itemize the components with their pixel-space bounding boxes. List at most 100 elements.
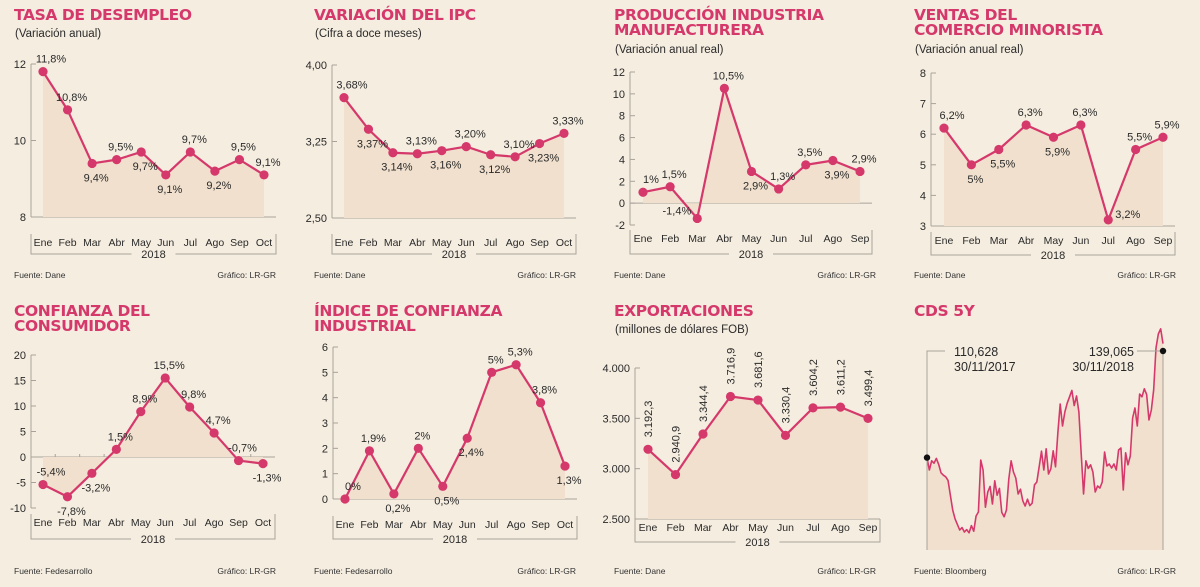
- x-tick-label: Ene: [634, 233, 653, 245]
- y-tick-label: 0: [20, 452, 26, 464]
- data-label: 9,4%: [84, 172, 109, 184]
- data-point: [534, 138, 545, 149]
- y-tick-label: 4: [322, 393, 328, 405]
- x-tick-label: Ene: [34, 237, 53, 249]
- x-tick-label: Feb: [59, 237, 77, 249]
- y-tick-label: 2: [619, 176, 625, 188]
- data-point: [560, 461, 570, 471]
- data-label: 9,8%: [181, 389, 206, 401]
- data-point: [209, 428, 219, 438]
- graphic-credit: Gráfico: LR-GR: [517, 566, 576, 576]
- x-tick-label: Ago: [205, 517, 224, 529]
- x-tick-label: Abr: [722, 522, 739, 534]
- data-label: 3,23%: [528, 153, 559, 165]
- x-tick-label: Jul: [183, 517, 196, 529]
- x-axis-title: 2018: [141, 249, 165, 261]
- x-tick-label: Ago: [206, 237, 225, 249]
- data-label: 2,9%: [851, 153, 876, 165]
- data-point: [388, 148, 398, 158]
- data-point: [111, 444, 121, 454]
- data-label: -7,8%: [57, 506, 86, 518]
- x-tick-label: Ene: [335, 237, 354, 249]
- area-fill: [43, 71, 264, 218]
- data-label: 10,8%: [56, 92, 87, 104]
- year-bracket: [332, 516, 578, 540]
- chart-panel-confianza-industrial: ÍNDICE DE CONFIANZA INDUSTRIAL Fuente: Fe…: [300, 290, 600, 587]
- x-tick-label: Sep: [531, 519, 550, 531]
- data-point: [486, 150, 496, 160]
- x-tick-label: Ene: [336, 519, 355, 531]
- data-label: 3.192,3: [643, 401, 655, 438]
- data-label: 6,3%: [1018, 107, 1043, 119]
- data-label: -3,2%: [82, 482, 111, 494]
- x-tick-label: Oct: [557, 519, 573, 531]
- data-point: [258, 459, 268, 469]
- data-point: [966, 160, 976, 170]
- data-point: [160, 373, 170, 383]
- data-point: [535, 398, 546, 408]
- data-label: 3.681,6: [753, 351, 765, 388]
- source-note: Fuente: Fedesarrollo: [14, 566, 93, 576]
- x-tick-label: May: [433, 519, 454, 531]
- year-bracket: [634, 519, 881, 543]
- data-label: 10,5%: [713, 70, 744, 82]
- data-point: [339, 93, 349, 103]
- data-point: [38, 67, 48, 77]
- area-fill: [648, 396, 868, 519]
- data-label: 15,5%: [154, 360, 185, 372]
- x-axis-title: 2018: [739, 249, 763, 261]
- data-point: [462, 433, 472, 443]
- area-fill: [344, 97, 564, 218]
- x-tick-label: Jul: [806, 522, 819, 534]
- graphic-credit: Gráfico: LR-GR: [517, 270, 576, 280]
- y-tick-label: 5: [920, 160, 926, 172]
- graphic-credit: Gráfico: LR-GR: [1117, 566, 1176, 576]
- data-point: [412, 149, 422, 159]
- x-tick-label: May: [131, 517, 152, 529]
- data-point: [780, 430, 791, 441]
- x-tick-label: Jun: [1072, 235, 1089, 247]
- x-tick-label: Abr: [409, 237, 426, 249]
- data-label: 9,5%: [231, 142, 256, 154]
- data-label: 1%: [643, 174, 659, 186]
- chart-title: VENTAS DEL COMERCIO MINORISTA: [914, 6, 1103, 39]
- data-label: 0,5%: [434, 495, 459, 507]
- y-tick-label: 15: [14, 376, 26, 388]
- x-tick-label: Ene: [639, 522, 658, 534]
- data-label: 3.611,2: [836, 359, 848, 395]
- y-tick-label: 0: [322, 494, 328, 506]
- data-label: 1,5%: [108, 431, 133, 443]
- y-tick-label: 4.000: [602, 363, 630, 375]
- x-tick-label: Jun: [157, 237, 174, 249]
- data-label: 2,4%: [459, 447, 484, 459]
- data-label: 9,1%: [255, 157, 280, 169]
- chart-title: CDS 5Y: [914, 302, 975, 320]
- x-tick-label: Jun: [770, 233, 787, 245]
- graphic-credit: Gráfico: LR-GR: [217, 270, 276, 280]
- x-axis-title: 2018: [442, 249, 466, 261]
- x-tick-label: Feb: [360, 519, 378, 531]
- data-label: 3.330,4: [781, 387, 793, 424]
- x-tick-label: Mar: [385, 519, 404, 531]
- y-tick-label: 8: [920, 68, 926, 80]
- chart-svg: 2,50 3,25 4,00 3,68% 3,37% 3,14% 3,13% 3,16% 3,2…: [306, 60, 584, 261]
- data-point: [1048, 132, 1059, 142]
- data-point: [643, 444, 653, 454]
- x-tick-label: Oct: [556, 237, 572, 249]
- start-leader-line: [926, 350, 945, 550]
- x-axis-title: 2018: [745, 537, 769, 549]
- end-marker: [1159, 347, 1167, 355]
- x-tick-label: Mar: [688, 233, 707, 245]
- x-tick-label: Sep: [229, 517, 248, 529]
- y-tick-label: 3: [322, 418, 328, 430]
- start-date-label: 30/11/2017: [954, 360, 1016, 374]
- data-label: 1,3%: [770, 171, 795, 183]
- data-label: 9,7%: [182, 134, 207, 146]
- y-tick-label: 3: [920, 221, 926, 233]
- source-note: Fuente: Fedesarrollo: [314, 566, 393, 576]
- data-point: [161, 170, 171, 180]
- y-tick-label: 4: [920, 190, 926, 202]
- source-note: Fuente: Dane: [14, 270, 66, 280]
